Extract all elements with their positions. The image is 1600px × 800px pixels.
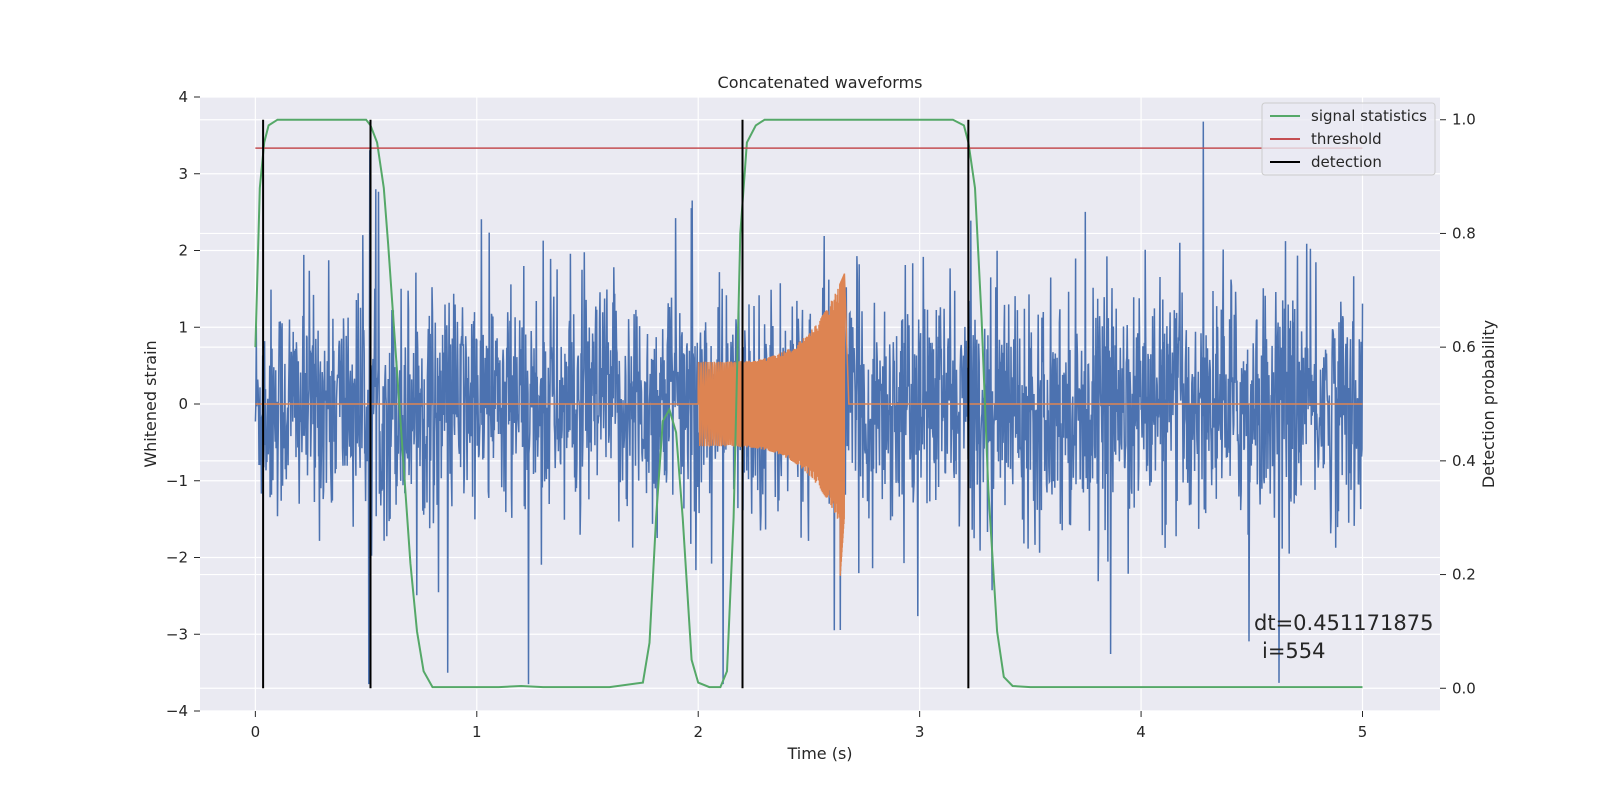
y-tick-label: −4 [166, 702, 188, 720]
legend-label-detection: detection [1311, 153, 1382, 171]
y2-tick-label: 0.2 [1452, 566, 1476, 584]
annotation-i: i=554 [1262, 639, 1326, 663]
signal-statistics-series [254, 118, 1363, 689]
x-tick-label: 3 [915, 723, 925, 741]
y-tick-label: 2 [178, 242, 188, 260]
y-tick-label: 1 [178, 318, 188, 336]
x-tick-label: 0 [251, 723, 261, 741]
y-tick-label: 4 [178, 88, 188, 106]
x-tick-label: 4 [1136, 723, 1146, 741]
x-tick-label: 2 [693, 723, 703, 741]
legend: signal statistics threshold detection [1261, 102, 1436, 176]
x-axis-title: Time (s) [786, 744, 852, 763]
x-tick-label: 1 [472, 723, 482, 741]
y2-tick-label: 0.6 [1452, 338, 1476, 356]
y2-axis-title: Detection probability [1479, 320, 1498, 488]
y2-tick-label: 0.8 [1452, 224, 1476, 242]
legend-box [1261, 102, 1436, 176]
y-tick-label: −1 [166, 472, 188, 490]
y-tick-label: 3 [178, 165, 188, 183]
y2-tick-label: 0.4 [1452, 452, 1476, 470]
legend-label-threshold: threshold [1311, 130, 1382, 148]
y-axis-title: Whitened strain [141, 340, 160, 467]
plot-series [254, 118, 1364, 689]
legend-label-signal-statistics: signal statistics [1311, 107, 1427, 125]
injected-waveform-series [255, 273, 1363, 576]
x-tick-label: 5 [1358, 723, 1368, 741]
y2-tick-label: 0.0 [1452, 679, 1476, 697]
y-tick-label: −2 [166, 549, 188, 567]
y-tick-label: 0 [178, 395, 188, 413]
y-tick-label: −3 [166, 625, 188, 643]
axis-ticks: 0 1 2 3 4 5 −4 −3 −2 −1 0 1 2 3 4 0.0 0.2 0.4 0.6 0.8 1.0 [166, 88, 1476, 741]
chart-title: Concatenated waveforms [718, 73, 923, 92]
y2-tick-label: 1.0 [1452, 111, 1476, 129]
annotation-dt: dt=0.451171875 [1254, 611, 1433, 635]
detection-markers [262, 119, 970, 689]
